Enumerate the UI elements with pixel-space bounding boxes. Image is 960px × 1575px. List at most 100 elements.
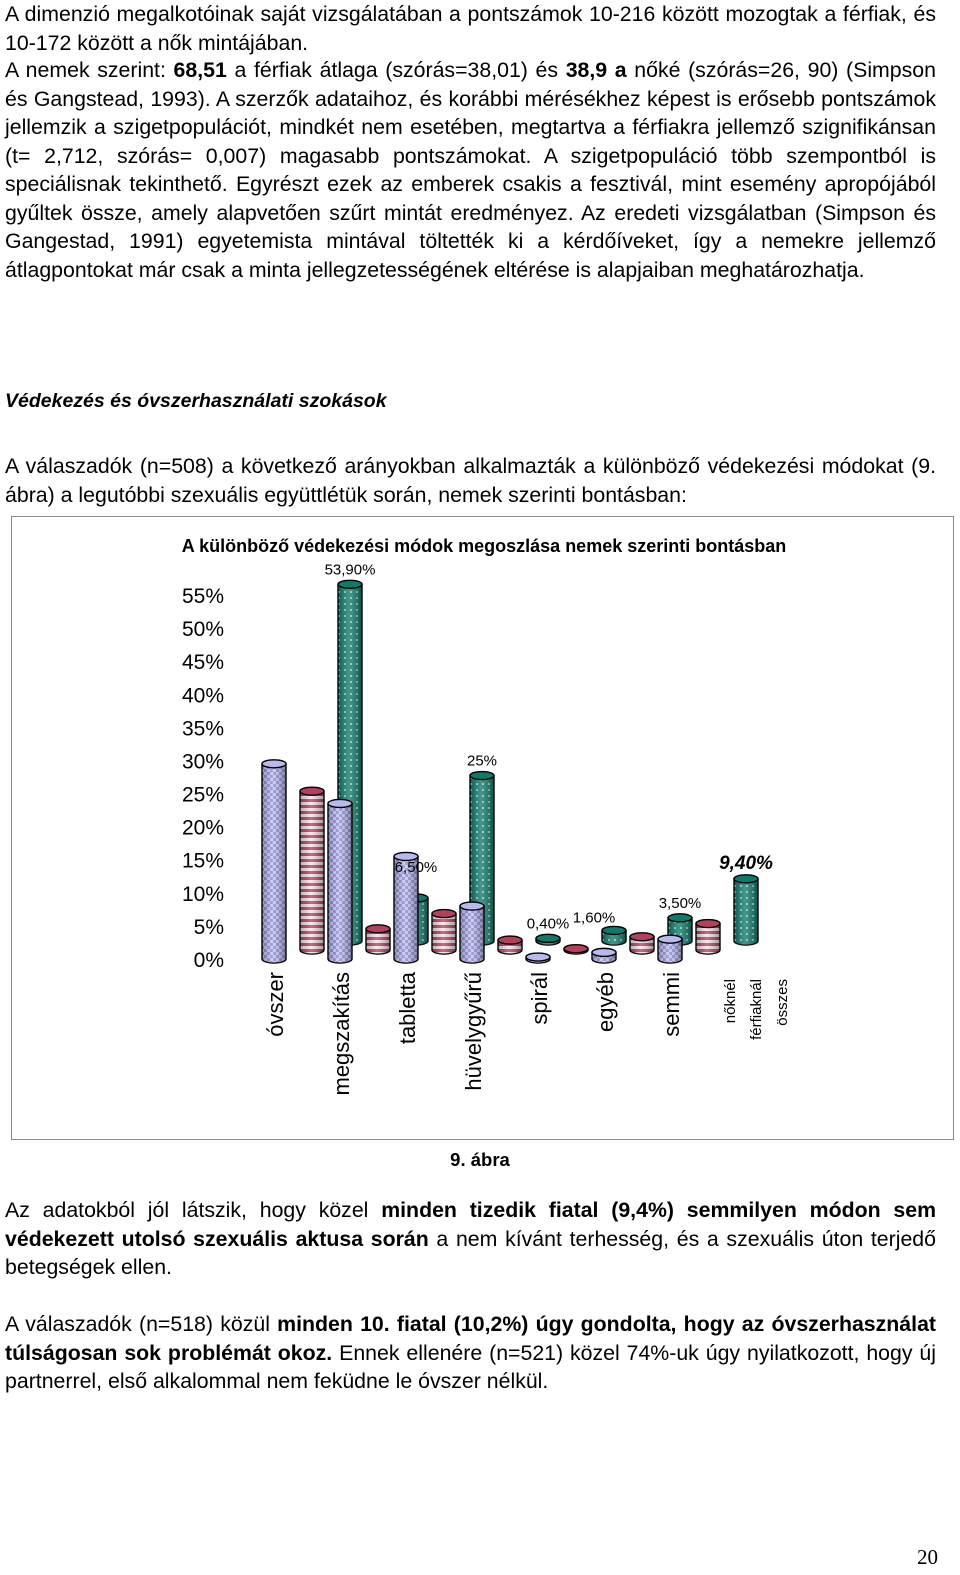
paragraph-respondents-intro: A válaszadók (n=508) a következő arányok…	[5, 454, 936, 507]
bar-shade	[460, 906, 484, 963]
bar-shade	[658, 939, 682, 963]
text-span: a nem kívánt terhesség, és a szexuális ú…	[5, 1226, 936, 1280]
data-label: 3,50%	[659, 895, 702, 912]
y-tick-label: 5%	[194, 916, 224, 939]
legend: nőknél férfiaknál összes	[722, 979, 791, 1040]
y-tick-label: 20%	[182, 817, 224, 840]
y-tick-label: 35%	[182, 717, 224, 740]
bold-text: minden 10. fiatal (10,2%) úgy gondolta, …	[5, 1312, 936, 1365]
bar-1-2	[431, 908, 457, 955]
chart-container: A különböző védekezési módok megoszlása …	[11, 516, 954, 1140]
bar-shade	[734, 878, 758, 945]
bar-top	[261, 759, 287, 769]
y-tick-label: 30%	[182, 750, 224, 773]
category-label: spirál	[527, 972, 552, 1025]
bar-top	[667, 913, 693, 923]
bar-2-6	[733, 874, 759, 946]
legend-entry: összes	[774, 979, 791, 1026]
bar-top	[469, 770, 495, 781]
category-label: tabletta	[395, 971, 420, 1044]
bar-top	[629, 932, 655, 942]
bar-1-3	[497, 935, 523, 955]
bar-0-1	[327, 798, 353, 964]
bar-1-0	[299, 786, 325, 955]
bar-top	[535, 933, 561, 944]
figure-caption: 9. ábra	[450, 1149, 510, 1170]
category-label: megszakítás	[329, 972, 354, 1096]
bar-top	[337, 579, 363, 589]
bold-text: minden tizedik fiatal (9,4%) semmilyen m…	[5, 1198, 937, 1251]
text-span: A nemek szerint:	[5, 58, 174, 82]
bar-shade	[432, 913, 456, 954]
y-tick-label: 15%	[182, 850, 224, 873]
bar-top	[601, 925, 627, 936]
data-label: 0,40%	[527, 915, 570, 932]
data-label: 9,40%	[719, 853, 773, 874]
bar-1-5	[629, 932, 655, 955]
data-labels-group: 53,90% 6,50% 25% 0,40% 1,60% 3,50% 9,40%	[325, 561, 773, 932]
y-tick-label: 40%	[182, 684, 224, 707]
x-axis-labels: óvszer megszakítás tabletta hüvelygyűrű spir…	[263, 971, 684, 1095]
bar-1-4	[563, 943, 589, 955]
y-tick-label: 45%	[182, 651, 224, 674]
bar-shade	[262, 763, 286, 963]
bar-shade	[696, 923, 720, 954]
bar-2-3	[535, 933, 561, 946]
chart-title: A különböző védekezési módok megoszlása …	[182, 536, 787, 556]
legend-entry: nőknél	[722, 979, 739, 1023]
paragraph-condom-attitude: A válaszadók (n=518) közül minden 10. fi…	[5, 1310, 936, 1396]
bar-top	[657, 934, 683, 944]
category-label: egyéb	[593, 972, 618, 1032]
paragraph-dimension-scores: A dimenzió megalkotóinak saját vizsgálat…	[5, 2, 936, 55]
bar-top	[459, 901, 485, 911]
category-label: óvszer	[263, 972, 288, 1037]
bar-shade	[630, 936, 654, 954]
bold-text: 68,51	[173, 58, 227, 82]
bar-top	[327, 798, 353, 809]
y-axis-ticks: 55% 50% 45% 40% 35% 30% 25% 20% 15% 10% 5% 0%	[182, 585, 224, 972]
bar-1-6	[695, 918, 721, 955]
bar-top	[393, 851, 419, 862]
bar-0-0	[261, 759, 287, 964]
bar-0-4	[525, 952, 551, 964]
text-span: Ennek ellenére (n=521) közel 74%-uk úgy …	[5, 1340, 937, 1394]
y-tick-label: 0%	[194, 949, 224, 972]
y-tick-label: 25%	[182, 784, 224, 807]
bar-top	[299, 786, 325, 796]
bars-group	[261, 579, 759, 964]
legend-entry: férfiaknál	[748, 979, 765, 1040]
section-heading: Védekezés és óvszerhasználati szokások	[5, 390, 387, 412]
bar-top	[365, 924, 391, 934]
bar-2-4	[601, 925, 627, 946]
text-span: Az adatokból jól látszik, hogy közel	[5, 1198, 382, 1222]
bar-shade	[300, 791, 324, 954]
data-label: 53,90%	[325, 561, 376, 578]
bar-shade	[394, 856, 418, 963]
bar-0-2	[393, 851, 419, 964]
bar-1-1	[365, 924, 391, 955]
data-label: 1,60%	[573, 909, 616, 926]
text-span: A válaszadók (n=518) közül	[5, 1312, 278, 1336]
bar-0-6	[657, 934, 683, 964]
paragraph-gender-averages: A nemek szerint: 68,51 a férfiak átlaga …	[5, 56, 936, 284]
category-label: hüvelygyűrű	[461, 972, 486, 1091]
bar-top	[591, 947, 617, 958]
y-tick-label: 50%	[182, 618, 224, 641]
bold-text: 38,9 a	[565, 58, 627, 82]
data-label: 6,50%	[395, 859, 438, 876]
bar-top	[431, 908, 457, 919]
page-number: 20	[917, 1545, 938, 1569]
bar-shade	[328, 803, 352, 963]
bar-0-3	[459, 901, 485, 964]
bar-top	[733, 874, 759, 884]
bar-top	[563, 943, 589, 954]
paragraph-no-protection: Az adatokból jól látszik, hogy közel min…	[5, 1196, 936, 1282]
bar-0-5	[591, 947, 617, 964]
bar-top	[525, 952, 551, 962]
category-label: semmi	[659, 972, 684, 1037]
chart-svg: A különböző védekezési módok megoszlása …	[182, 536, 791, 1096]
y-tick-label: 10%	[182, 883, 224, 906]
bar-shade	[366, 928, 390, 954]
bar-top	[695, 918, 721, 929]
text-span: a férfiak átlaga (szórás=38,01) és	[226, 58, 566, 82]
